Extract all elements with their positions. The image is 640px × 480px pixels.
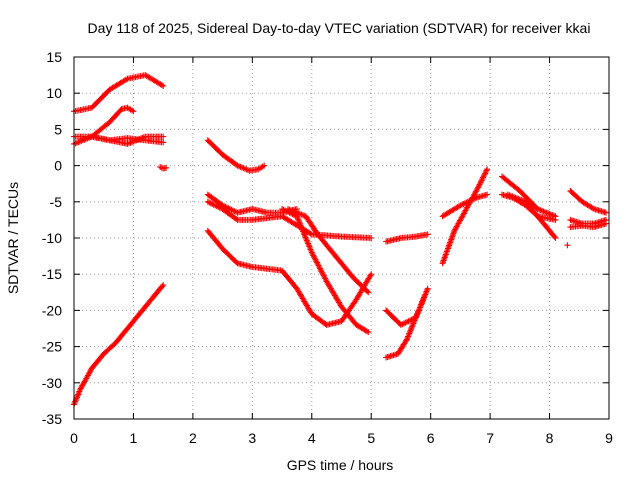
- x-tick-label: 1: [130, 430, 138, 446]
- x-tick-label: 0: [70, 430, 78, 446]
- y-tick-label: 0: [54, 158, 62, 174]
- x-tick-label: 7: [486, 430, 494, 446]
- series-plus-marks: [285, 206, 372, 296]
- data-series: [157, 164, 170, 172]
- data-series: [564, 242, 571, 249]
- y-tick-label: -35: [42, 411, 62, 427]
- data-series: [204, 137, 268, 174]
- data-series: [504, 191, 559, 241]
- y-tick-label: -10: [42, 230, 62, 246]
- axis-ticks: [73, 56, 610, 420]
- y-tick-label: 15: [46, 49, 62, 65]
- data-series: [383, 292, 428, 361]
- x-tick-labels: 0 1 2 3 4 5 6 7 8 9: [70, 430, 613, 446]
- y-axis-label: SDTVAR / TECUs: [5, 182, 21, 294]
- data-series: [567, 187, 609, 216]
- data-series: [567, 220, 609, 231]
- series-plus-marks: [279, 206, 372, 336]
- data-series: [439, 166, 491, 267]
- y-tick-label: -30: [42, 375, 62, 391]
- y-tick-label: -15: [42, 266, 62, 282]
- series-plus-marks: [157, 164, 170, 172]
- y-tick-labels: -35 -30 -25 -20 -15 -10 -5 0 5 10 15: [42, 49, 62, 427]
- y-tick-label: 5: [54, 121, 62, 137]
- series-plus-marks: [204, 137, 268, 174]
- x-tick-label: 5: [367, 430, 375, 446]
- data-series: [279, 206, 372, 336]
- data-marks: [71, 72, 609, 408]
- series-plus-marks: [383, 292, 428, 361]
- x-tick-label: 9: [605, 430, 613, 446]
- data-series: [204, 227, 375, 328]
- x-tick-label: 6: [427, 430, 435, 446]
- series-plus-marks: [204, 227, 375, 328]
- data-series: [383, 231, 431, 245]
- y-tick-label: 10: [46, 85, 62, 101]
- series-plus-marks: [439, 166, 491, 267]
- x-tick-label: 8: [546, 430, 554, 446]
- x-tick-label: 3: [248, 430, 256, 446]
- y-tick-label: -5: [50, 194, 63, 210]
- series-plus-marks: [567, 187, 609, 216]
- x-axis-label: GPS time / hours: [287, 457, 394, 473]
- y-tick-label: -25: [42, 339, 62, 355]
- series-plus-marks: [564, 242, 571, 249]
- series-plus-marks: [383, 231, 431, 245]
- series-plus-marks: [567, 220, 609, 231]
- data-series: [499, 173, 559, 220]
- y-tick-label: -20: [42, 302, 62, 318]
- x-tick-label: 4: [308, 430, 316, 446]
- x-tick-label: 2: [189, 430, 197, 446]
- series-plus-marks: [499, 173, 559, 220]
- series-plus-marks: [504, 191, 559, 241]
- chart-title: Day 118 of 2025, Sidereal Day-to-day VTE…: [88, 20, 591, 36]
- data-series: [285, 206, 372, 296]
